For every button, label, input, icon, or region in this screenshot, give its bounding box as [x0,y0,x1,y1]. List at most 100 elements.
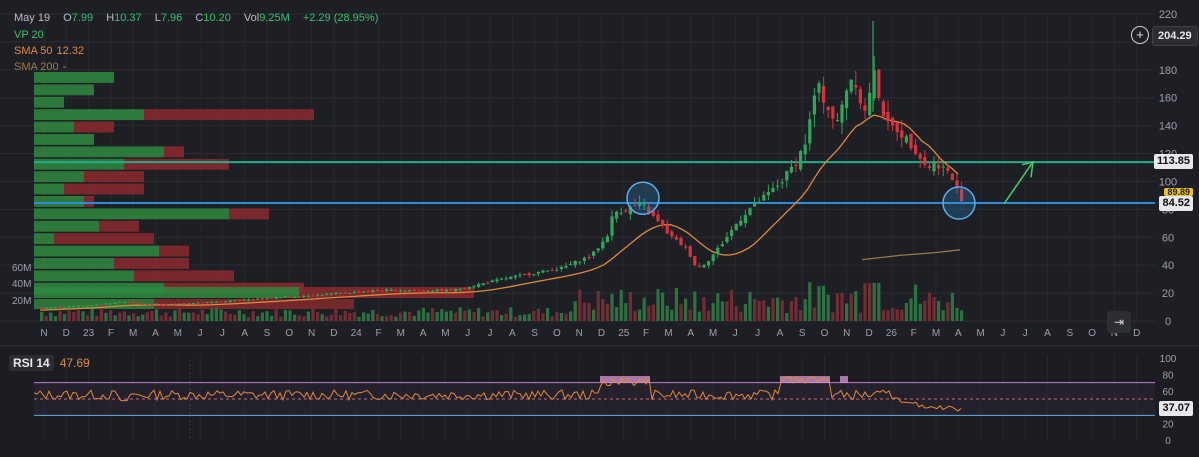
candle-body [122,301,126,303]
legend-high-label: H [106,12,115,24]
volume-bar [665,305,669,321]
volume-bar [812,307,816,321]
candle-body [794,165,798,167]
x-tick-label: J [488,328,493,339]
sma50-value: 12.32 [56,45,85,57]
candle-body [743,215,747,224]
vp-bar-down [99,220,139,232]
candle-body [771,188,775,193]
volume-bar [527,313,531,321]
sma200-indicator[interactable]: SMA 200- [14,61,76,73]
volume-bar [845,303,849,321]
vp-bar-up [34,109,144,121]
volume-bar [868,283,872,321]
rsi-legend[interactable]: RSI 14 47.69 [9,355,90,371]
vp-bar-up [34,299,154,309]
candle-body [214,301,218,303]
candle-body [904,136,908,143]
volume-bar [109,310,113,321]
volume-bar [950,292,954,321]
volume-bar [670,309,674,321]
candle-body [293,296,297,298]
candle-body [615,211,619,219]
x-tick-label: D [598,328,605,339]
sma50-indicator[interactable]: SMA 50 12.32 [14,45,94,57]
candle-body [343,292,347,294]
candle-body [159,304,163,306]
volume-bar [693,291,697,321]
volume-bar [578,289,582,321]
volume-bar [49,312,53,321]
candle-body [518,274,522,276]
volume-bar [858,312,862,321]
x-tick-label: D [330,328,337,339]
x-tick-label: J [220,328,225,339]
candle-body [90,305,94,307]
x-tick-label: O [1088,328,1096,339]
candle-body [596,248,600,251]
candle-body [886,111,890,122]
legend-close-label: C [195,12,204,24]
volume-bar [53,316,57,321]
volume-bar [559,312,563,321]
candle-body [49,307,53,309]
x-tick-label: M [709,328,717,339]
volume-bar [329,314,333,321]
volume-bar [753,298,757,321]
x-tick-label: 25 [618,328,630,339]
volume-bar [127,315,131,321]
volume-bar [132,313,136,321]
candle-body [440,288,444,291]
x-tick-label: F [643,328,649,339]
candle-body [670,231,674,237]
candle-body [398,290,402,292]
volume-tick-label: 40M [12,279,31,290]
x-tick-label: O [553,328,561,339]
vp-bar-down [84,171,144,183]
legend-vol-label: Vol [243,12,260,24]
volume-bar [352,312,356,321]
rsi-label: RSI 14 [9,355,54,371]
x-tick-label: F [108,328,114,339]
candle-body [472,286,476,288]
volume-bar [486,312,490,321]
candle-body [352,291,356,293]
volume-bar [366,313,370,321]
vp-bar-up [34,208,229,220]
volume-bar [141,314,145,321]
plus-circle-icon[interactable]: + [1131,26,1149,44]
candle-body [132,301,136,303]
x-tick-label: A [1044,328,1051,339]
volume-bar [518,315,522,321]
volume-bar [651,304,655,321]
x-tick-label: A [241,328,248,339]
x-tick-label: A [509,328,516,339]
volume-bar [504,313,508,321]
y-tick-label: 0 [1165,316,1171,328]
x-tick-label: S [264,328,271,339]
candle-body [831,106,835,119]
y-tick-label: 40 [1162,260,1174,272]
rsi-tick-label: 80 [1162,370,1174,381]
candle-body [739,220,743,226]
x-tick-label: J [198,328,203,339]
volume-bar [72,312,76,321]
candle-body [431,290,435,292]
candle-body [688,246,692,257]
candle-body [362,291,366,293]
candle-body [408,290,412,292]
volume-bar [628,292,632,321]
volume-bar [573,301,577,321]
volume-bar [182,312,186,321]
volume-bar [178,307,182,321]
candle-body [256,298,260,300]
candle-body [44,307,48,309]
go-to-realtime-icon[interactable]: ⇥ [1107,311,1131,333]
candle-body [490,280,494,283]
candle-body [454,288,458,292]
candle-body [937,164,941,169]
volume-bar [95,315,99,321]
candle-body [320,294,324,296]
vp-indicator-label[interactable]: VP 20 [14,29,44,41]
